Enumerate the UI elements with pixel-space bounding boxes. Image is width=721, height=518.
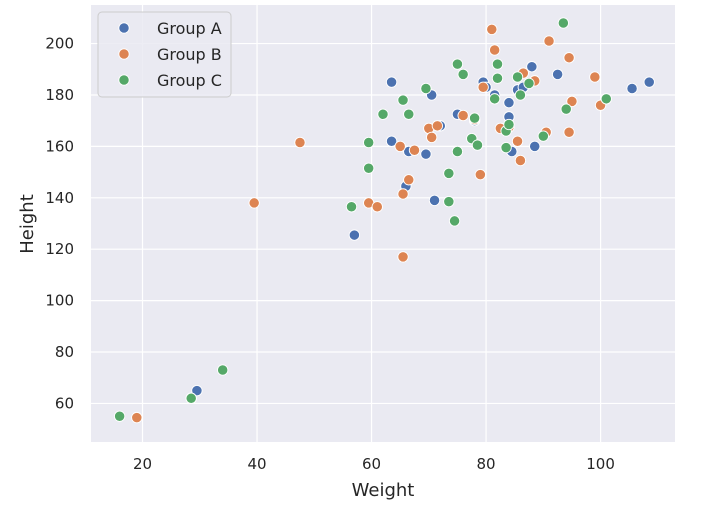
y-tick-label: 60 <box>55 394 74 412</box>
x-tick-label: 40 <box>247 455 266 473</box>
legend-marker <box>118 48 130 60</box>
data-point <box>560 103 572 115</box>
data-point <box>451 58 464 70</box>
y-axis-label: Height <box>17 194 38 254</box>
data-point <box>488 93 501 105</box>
legend-marker <box>118 22 130 34</box>
data-point <box>563 52 575 64</box>
y-tick-labels: 60 80 100 120 140 160 180 200 <box>45 35 74 413</box>
data-point <box>600 93 612 105</box>
data-point <box>529 140 541 153</box>
data-point <box>526 61 538 73</box>
x-tick-label: 80 <box>477 455 496 473</box>
data-point <box>113 410 126 422</box>
data-point <box>589 71 601 83</box>
data-point <box>626 82 638 95</box>
data-point <box>420 148 432 160</box>
data-point <box>448 215 461 227</box>
series-group-c <box>113 17 612 422</box>
data-point <box>468 112 481 124</box>
data-point <box>403 108 415 120</box>
x-tick-labels: 20 40 60 80 100 <box>133 455 615 473</box>
x-tick-label: 60 <box>362 455 381 473</box>
data-point <box>511 135 524 147</box>
data-point <box>471 139 484 151</box>
data-point <box>371 201 383 213</box>
data-point <box>185 392 197 404</box>
legend-label: Group B <box>157 45 222 64</box>
data-point <box>394 140 406 153</box>
data-point <box>408 144 421 156</box>
legend-label: Group A <box>157 19 222 38</box>
y-tick-label: 160 <box>45 137 74 155</box>
x-tick-label: 100 <box>586 455 615 473</box>
data-point <box>363 136 375 149</box>
data-point <box>511 71 524 83</box>
x-axis-label: Weight <box>352 480 415 501</box>
data-point <box>348 229 361 241</box>
data-point <box>443 167 455 180</box>
data-point <box>377 108 389 120</box>
data-point <box>491 72 504 84</box>
data-point <box>643 76 655 88</box>
data-point <box>488 44 501 56</box>
legend-box <box>97 11 232 98</box>
data-point <box>563 126 575 138</box>
data-point <box>420 82 432 95</box>
grid <box>91 5 675 442</box>
data-point <box>566 95 578 108</box>
data-point <box>248 197 260 209</box>
data-point <box>457 68 469 81</box>
y-tick-label: 180 <box>45 86 74 104</box>
data-point <box>500 142 512 154</box>
data-point <box>191 384 203 397</box>
data-point <box>503 97 515 109</box>
data-point <box>385 135 398 147</box>
data-point <box>551 68 564 81</box>
data-point <box>514 89 527 101</box>
legend: Group A Group B Group C <box>97 11 232 98</box>
data-point <box>363 162 375 174</box>
data-point <box>397 188 409 200</box>
data-point <box>385 76 398 88</box>
data-point <box>451 145 464 158</box>
data-point <box>131 411 143 424</box>
data-point <box>294 136 306 149</box>
data-point <box>443 195 455 208</box>
data-point <box>397 94 409 106</box>
data-point <box>514 154 527 167</box>
x-tick-label: 20 <box>133 455 152 473</box>
data-point <box>428 194 441 207</box>
y-tick-label: 120 <box>45 240 74 258</box>
data-point <box>491 58 504 70</box>
data-point <box>397 251 409 263</box>
data-point <box>523 77 535 90</box>
data-point <box>557 17 570 29</box>
data-point <box>486 23 498 36</box>
data-point <box>477 81 489 93</box>
data-point <box>474 169 486 181</box>
data-point <box>217 364 229 376</box>
y-tick-label: 80 <box>55 343 74 361</box>
data-point <box>503 118 515 131</box>
data-point <box>403 174 415 186</box>
legend-label: Group C <box>157 71 222 90</box>
data-point <box>457 109 469 122</box>
data-point <box>426 131 438 144</box>
data-point <box>537 130 549 142</box>
y-tick-label: 140 <box>45 189 74 207</box>
points-layer <box>113 17 655 424</box>
data-point <box>345 201 358 213</box>
data-point <box>431 120 444 132</box>
y-tick-label: 100 <box>45 292 74 310</box>
data-point <box>543 35 555 47</box>
legend-marker <box>118 74 130 86</box>
y-tick-label: 200 <box>45 35 74 53</box>
